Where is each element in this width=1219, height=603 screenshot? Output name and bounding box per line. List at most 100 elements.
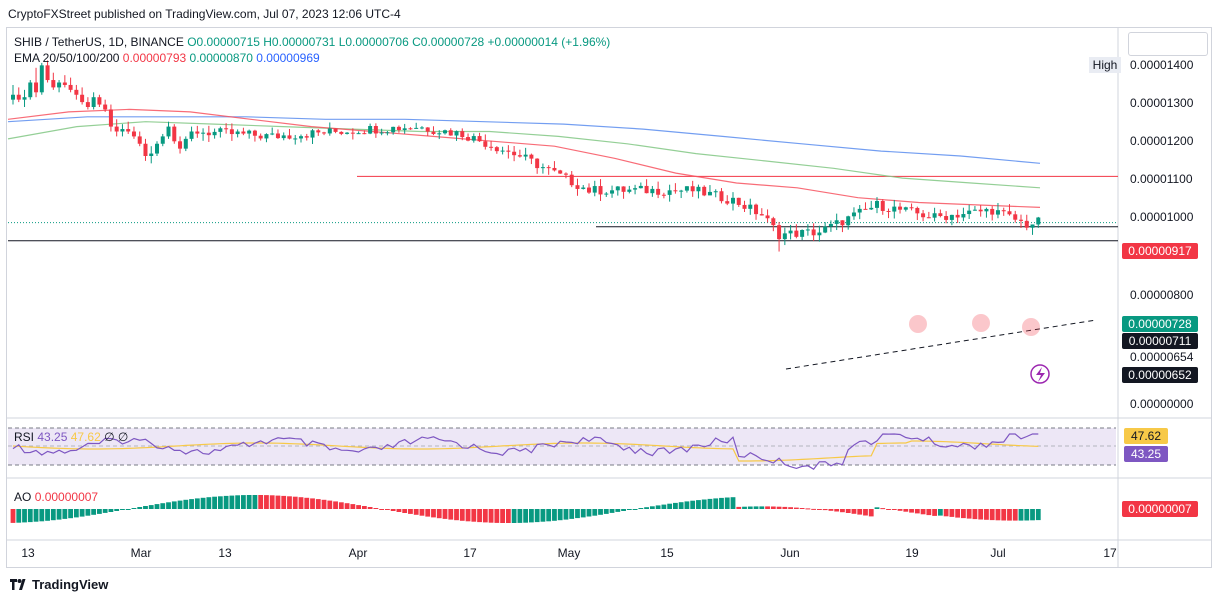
ema-label[interactable]: EMA 20/50/100/200 xyxy=(14,51,120,65)
candle-up xyxy=(310,130,315,138)
candle-down xyxy=(126,129,131,132)
candle-up xyxy=(437,133,442,135)
candle-down xyxy=(840,220,845,226)
candle-down xyxy=(350,132,355,134)
candle-down xyxy=(921,213,926,218)
candle-down xyxy=(546,167,551,169)
candle-down xyxy=(45,65,50,81)
time-tick: May xyxy=(557,546,581,560)
low-value: L0.00000706 xyxy=(338,35,409,49)
candle-down xyxy=(898,206,903,210)
candle-down xyxy=(725,201,730,204)
ao-bar xyxy=(361,506,367,509)
candle-down xyxy=(137,136,142,144)
symbol-legend[interactable]: SHIB / TetherUS, 1D, BINANCE O0.00000715… xyxy=(14,35,610,49)
candle-down xyxy=(339,131,344,134)
ao-bar xyxy=(655,505,661,509)
candle-up xyxy=(166,126,171,137)
candle-up xyxy=(1036,217,1041,225)
ao-bar xyxy=(793,507,799,509)
candle-down xyxy=(811,229,816,236)
ao-bar xyxy=(609,509,615,513)
trendline xyxy=(785,319,1097,370)
candle-down xyxy=(759,214,764,216)
ao-bar xyxy=(626,509,632,510)
ema50-value: 0.00000870 xyxy=(189,51,253,65)
ao-bar xyxy=(379,509,385,510)
candle-down xyxy=(1013,214,1018,220)
ao-bar xyxy=(315,499,321,509)
candle-up xyxy=(875,201,879,208)
candle-up xyxy=(817,232,822,236)
symbol-name[interactable]: SHIB / TetherUS, 1D, BINANCE xyxy=(14,35,184,49)
ao-bar xyxy=(995,509,1001,521)
candle-down xyxy=(1019,219,1023,221)
candle-up xyxy=(932,213,937,218)
ao-bar xyxy=(367,507,373,509)
candle-down xyxy=(333,128,338,132)
candle-up xyxy=(471,136,476,141)
ao-name[interactable]: AO xyxy=(14,490,32,504)
ao-bar xyxy=(534,509,540,523)
touch-point-marker xyxy=(1022,318,1040,336)
ao-bar xyxy=(707,498,713,509)
candle-down xyxy=(621,186,626,192)
rsi-name[interactable]: RSI xyxy=(14,430,35,444)
ema-legend[interactable]: EMA 20/50/100/200 0.00000793 0.00000870 … xyxy=(14,51,320,65)
ao-bar xyxy=(505,509,511,523)
candle-down xyxy=(252,130,257,136)
candle-up xyxy=(299,136,303,139)
support-price-tag[interactable]: 0.00000711 xyxy=(1122,333,1198,349)
tradingview-logo[interactable]: TradingView xyxy=(10,577,108,592)
ao-bar xyxy=(805,508,811,510)
ao-bar xyxy=(886,509,891,510)
ao-bar xyxy=(552,509,557,521)
ao-bar xyxy=(206,497,212,509)
candle-down xyxy=(771,218,776,226)
candle-up xyxy=(1030,224,1035,228)
candle-up xyxy=(851,212,856,217)
candle-down xyxy=(287,135,292,139)
candle-down xyxy=(258,135,263,139)
ao-bar xyxy=(436,509,442,519)
ao-bar xyxy=(1030,509,1035,521)
candle-down xyxy=(563,173,568,175)
candle-down xyxy=(108,109,113,127)
ao-bar xyxy=(696,500,701,509)
ao-bar xyxy=(529,509,534,523)
resistance-price-tag[interactable]: 0.00000917 xyxy=(1122,243,1198,259)
ao-bar xyxy=(471,509,477,522)
rsi-line xyxy=(12,433,1039,470)
ao-bar xyxy=(575,509,580,519)
rsi-value-tag: 43.25 xyxy=(1124,446,1168,462)
ao-bar xyxy=(857,509,863,515)
ao-bar xyxy=(275,495,281,509)
candle-up xyxy=(419,127,424,129)
ao-bar xyxy=(431,509,436,518)
rsi-legend[interactable]: RSI 43.25 47.62 ∅ ∅ xyxy=(14,430,128,444)
candle-up xyxy=(903,207,908,210)
ao-bar xyxy=(68,509,73,519)
candle-down xyxy=(777,225,782,240)
candle-up xyxy=(696,186,701,192)
candle-up xyxy=(281,135,286,139)
last-price-tag[interactable]: 0.00000728 xyxy=(1122,316,1198,332)
candle-up xyxy=(610,190,615,194)
ao-bar xyxy=(811,508,817,510)
time-tick: 13 xyxy=(218,546,232,560)
candle-up xyxy=(604,193,609,195)
candle-down xyxy=(466,137,471,141)
ao-bar xyxy=(27,509,33,523)
ao-bar xyxy=(448,509,454,520)
chart-frame[interactable] xyxy=(6,27,1212,568)
ao-bar xyxy=(131,508,137,509)
candle-up xyxy=(39,65,44,93)
support-price-tag[interactable]: 0.00000652 xyxy=(1122,367,1198,383)
ao-legend[interactable]: AO 0.00000007 xyxy=(14,490,98,504)
symbol-search-box[interactable] xyxy=(1128,32,1208,56)
candle-down xyxy=(143,143,148,156)
ao-bar xyxy=(310,498,315,509)
ao-bar xyxy=(914,509,920,514)
candle-up xyxy=(189,131,194,139)
